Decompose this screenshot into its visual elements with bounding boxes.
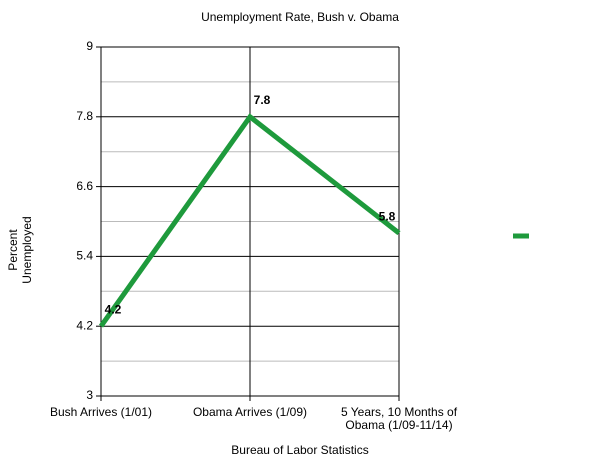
y-tick-label: 7.8 <box>76 109 93 123</box>
data-label: 5.8 <box>379 209 396 223</box>
data-label: 7.8 <box>254 93 271 107</box>
y-tick-label: 5.4 <box>76 249 93 263</box>
y-axis-label-box: Percent Unemployed <box>6 216 34 284</box>
line <box>98 113 401 328</box>
x-tick-label: 5 Years, 10 Months of Obama (1/09-11/14) <box>340 405 458 432</box>
x-tick-label: Obama Arrives (1/09) <box>192 405 308 419</box>
y-tick-label: 6.6 <box>76 179 93 193</box>
y-tick-label: 3 <box>86 388 93 402</box>
data-label: 4.2 <box>105 302 122 316</box>
chart-title: Unemployment Rate, Bush v. Obama <box>201 10 399 24</box>
y-tick-label: 9 <box>86 39 93 53</box>
x-axis-label: Bureau of Labor Statistics <box>231 443 368 457</box>
y-axis-label: Percent Unemployed <box>6 216 34 284</box>
x-tick-label: Bush Arrives (1/01) <box>49 405 153 419</box>
y-tick-label: 4.2 <box>76 318 93 332</box>
